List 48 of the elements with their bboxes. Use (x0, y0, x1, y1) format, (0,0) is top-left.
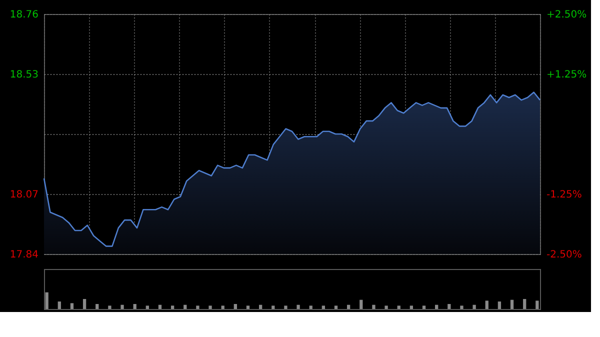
bar (284, 306, 288, 309)
bar (221, 306, 224, 309)
bar (347, 304, 350, 309)
bar (158, 304, 162, 309)
bar (296, 304, 300, 309)
bar (120, 304, 124, 309)
y2-tick-label: -1.25% (546, 190, 582, 200)
bar (196, 306, 200, 309)
bar (523, 299, 526, 309)
bar (45, 292, 48, 309)
bar (108, 306, 112, 309)
bar (258, 304, 262, 309)
bar (422, 306, 426, 309)
y-tick-label: 17.84 (10, 250, 38, 260)
y2-tick-label: -2.50% (546, 250, 582, 260)
bar (498, 302, 502, 309)
bar (322, 306, 326, 309)
y-tick-label: 18.76 (10, 10, 38, 20)
bar (435, 304, 438, 309)
bar (334, 306, 338, 309)
bar (184, 304, 187, 309)
bar (397, 306, 400, 309)
y2-tick-label: +2.50% (546, 10, 587, 20)
bar (272, 306, 275, 309)
bar (536, 300, 539, 309)
y-tick-label: 18.53 (10, 70, 38, 80)
bar (360, 300, 363, 309)
bar (234, 304, 237, 309)
bar (448, 304, 451, 309)
bar (96, 304, 99, 309)
bar (384, 306, 388, 309)
bar (82, 299, 86, 309)
bar (246, 306, 250, 309)
bar (460, 306, 464, 309)
bar (485, 300, 488, 309)
bar (410, 306, 414, 309)
bar (472, 304, 476, 309)
bar (510, 300, 514, 309)
bar (309, 306, 312, 309)
y2-tick-label: +1.25% (546, 70, 587, 80)
bar (170, 306, 174, 309)
bar (208, 306, 212, 309)
bar (146, 306, 149, 309)
bar (58, 302, 61, 309)
bar (372, 304, 376, 309)
y-tick-label: 18.07 (10, 190, 38, 200)
bar (133, 304, 136, 309)
bar (70, 303, 74, 309)
